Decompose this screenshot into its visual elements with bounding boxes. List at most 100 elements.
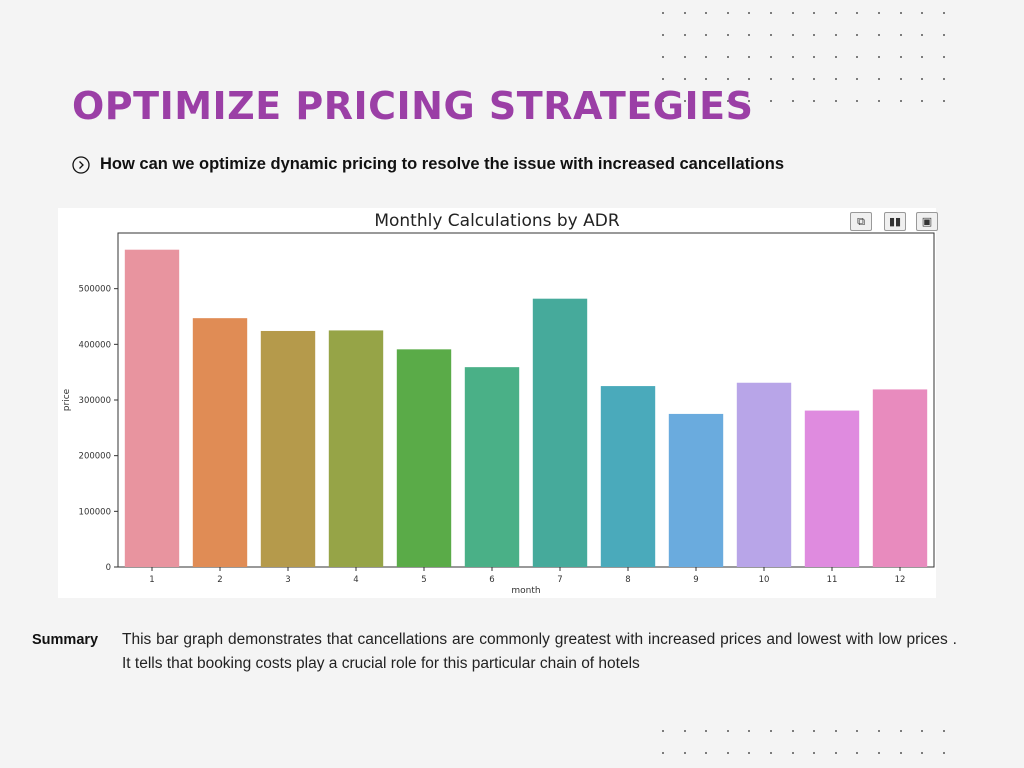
decorative-dot	[726, 12, 729, 14]
decorative-dot	[726, 34, 729, 36]
decorative-dot	[662, 78, 664, 80]
bar-month-6	[464, 367, 520, 567]
decorative-dot	[705, 752, 708, 754]
decorative-dot	[856, 752, 859, 754]
decorative-dot	[856, 730, 859, 732]
decorative-dot	[878, 752, 880, 754]
page-title: OPTIMIZE PRICING STRATEGIES	[72, 84, 754, 128]
x-tick-label: 4	[353, 575, 358, 585]
decorative-dot	[899, 78, 902, 80]
decorative-dot	[856, 56, 859, 58]
decorative-dot	[662, 730, 664, 732]
decorative-dot	[748, 730, 751, 732]
bar-month-5	[396, 349, 452, 567]
x-tick-label: 5	[421, 575, 426, 585]
decorative-dot	[791, 78, 794, 80]
decorative-dot	[942, 78, 945, 80]
decorative-dot	[705, 730, 708, 732]
decorative-dot	[813, 56, 816, 58]
bar-chart-icon[interactable]: ▮▮	[884, 212, 906, 231]
decorative-dot	[662, 100, 664, 102]
decorative-dot	[899, 752, 902, 754]
decorative-dot	[878, 12, 880, 14]
decorative-dot	[921, 100, 924, 102]
decorative-dot	[899, 34, 902, 36]
bar-month-7	[532, 298, 588, 567]
decorative-dot	[683, 752, 686, 754]
decorative-dot	[683, 56, 686, 58]
decorative-dot	[921, 34, 924, 36]
decorative-dot	[878, 78, 880, 80]
save-icon[interactable]: ▣	[916, 212, 938, 231]
decorative-dot	[834, 34, 837, 36]
decorative-dot	[942, 100, 945, 102]
decorative-dot	[942, 752, 945, 754]
decorative-dot	[683, 78, 686, 80]
decorative-dot	[748, 12, 751, 14]
decorative-dot	[899, 730, 902, 732]
decorative-dot	[834, 56, 837, 58]
decorative-dot	[813, 100, 816, 102]
decorative-dot	[899, 12, 902, 14]
bar-month-1	[124, 249, 180, 567]
decorative-dot	[878, 34, 880, 36]
decorative-dot	[791, 752, 794, 754]
bar-month-4	[328, 330, 384, 567]
decorative-dot	[683, 34, 686, 36]
y-tick-label: 300000	[79, 396, 111, 406]
decorative-dot	[705, 34, 708, 36]
bar-month-3	[260, 330, 316, 567]
bar-month-9	[668, 413, 724, 567]
decorative-dot	[705, 100, 708, 102]
decorative-dot	[878, 100, 880, 102]
decorative-dot	[899, 56, 902, 58]
decorative-dot	[726, 730, 729, 732]
decorative-dot	[748, 100, 751, 102]
x-tick-label: 8	[625, 575, 630, 585]
decorative-dot	[770, 34, 772, 36]
decorative-dot	[813, 12, 816, 14]
decorative-dot	[856, 34, 859, 36]
summary-label: Summary	[32, 632, 99, 648]
x-tick-label: 9	[693, 575, 698, 585]
decorative-dot	[899, 100, 902, 102]
decorative-dot	[770, 752, 772, 754]
decorative-dot	[791, 730, 794, 732]
decorative-dot	[683, 12, 686, 14]
decorative-dot	[726, 78, 729, 80]
y-tick-label: 200000	[79, 452, 111, 462]
decorative-dot	[748, 752, 751, 754]
decorative-dot	[878, 56, 880, 58]
decorative-dot	[748, 56, 751, 58]
x-tick-label: 7	[557, 575, 562, 585]
summary-text: This bar graph demonstrates that cancell…	[122, 631, 957, 672]
decorative-dot	[683, 730, 686, 732]
decorative-dot	[834, 100, 837, 102]
bar-month-2	[192, 318, 248, 567]
x-tick-label: 6	[489, 575, 494, 585]
bar-month-8	[600, 386, 656, 567]
decorative-dot	[942, 34, 945, 36]
bar-chart: 1 2 3 4 5 6 7 8 9 10 11 120100000200000300000400000…	[62, 232, 935, 596]
decorative-dot	[770, 56, 772, 58]
x-tick-label: 3	[285, 575, 290, 585]
decorative-dot	[813, 34, 816, 36]
decorative-dot	[921, 78, 924, 80]
decorative-dot	[726, 56, 729, 58]
decorative-dot	[705, 78, 708, 80]
decorative-dot	[662, 12, 664, 14]
decorative-dot	[834, 752, 837, 754]
question-row: How can we optimize dynamic pricing to r…	[72, 155, 784, 174]
x-tick-label: 11	[827, 575, 838, 585]
y-axis-label: price	[62, 388, 72, 411]
decorative-dot	[662, 34, 664, 36]
decorative-dot	[921, 56, 924, 58]
decorative-dot	[878, 730, 880, 732]
decorative-dot	[834, 12, 837, 14]
decorative-dot	[813, 752, 816, 754]
decorative-dot	[942, 730, 945, 732]
decorative-dot	[770, 730, 772, 732]
copy-icon[interactable]: ⧉	[850, 212, 872, 231]
decorative-dot	[856, 78, 859, 80]
decorative-dot	[683, 100, 686, 102]
